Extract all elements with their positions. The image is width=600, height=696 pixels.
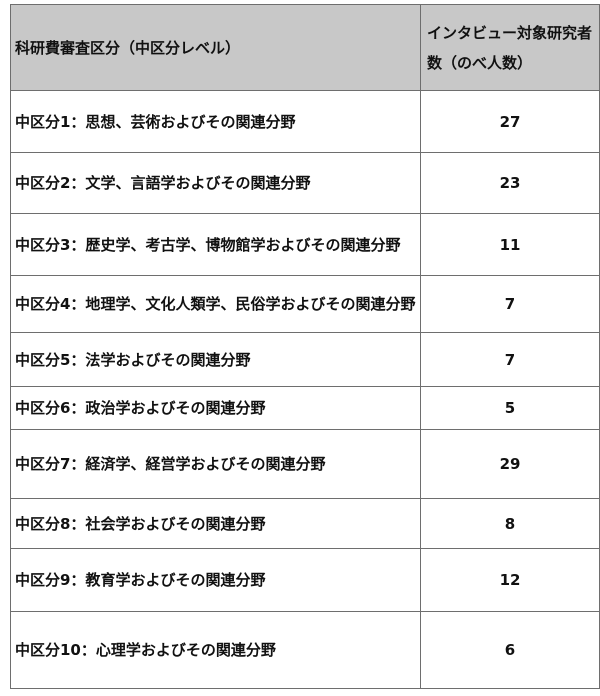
count-cell: 5 — [420, 386, 600, 430]
category-cell: 中区分5：法学およびその関連分野 — [10, 332, 421, 387]
table-row: 中区分10：心理学およびその関連分野 6 — [10, 611, 600, 689]
category-cell: 中区分10：心理学およびその関連分野 — [10, 611, 421, 689]
count-cell: 8 — [420, 498, 600, 549]
table-row: 中区分4：地理学、文化人類学、民俗学およびその関連分野 7 — [10, 275, 600, 333]
category-cell: 中区分8：社会学およびその関連分野 — [10, 498, 421, 549]
category-cell: 中区分1：思想、芸術およびその関連分野 — [10, 90, 421, 153]
count-cell: 27 — [420, 90, 600, 153]
category-cell: 中区分7：経済学、経営学およびその関連分野 — [10, 429, 421, 499]
count-cell: 6 — [420, 611, 600, 689]
count-cell: 7 — [420, 332, 600, 387]
count-cell: 23 — [420, 152, 600, 214]
category-cell: 中区分9：教育学およびその関連分野 — [10, 548, 421, 612]
table-row: 中区分2：文学、言語学およびその関連分野 23 — [10, 152, 600, 214]
table-header-row: 科研費審査区分（中区分レベル） インタビュー対象研究者数（のべ人数） — [10, 4, 600, 91]
table-row: 中区分9：教育学およびその関連分野 12 — [10, 548, 600, 612]
interview-count-table: 科研費審査区分（中区分レベル） インタビュー対象研究者数（のべ人数） 中区分1：… — [10, 4, 600, 689]
table-row: 中区分5：法学およびその関連分野 7 — [10, 332, 600, 387]
table-row: 中区分6：政治学およびその関連分野 5 — [10, 386, 600, 430]
count-cell: 12 — [420, 548, 600, 612]
category-cell: 中区分6：政治学およびその関連分野 — [10, 386, 421, 430]
table-row: 中区分1：思想、芸術およびその関連分野 27 — [10, 90, 600, 153]
header-count: インタビュー対象研究者数（のべ人数） — [420, 4, 600, 91]
count-cell: 29 — [420, 429, 600, 499]
category-cell: 中区分2：文学、言語学およびその関連分野 — [10, 152, 421, 214]
table-row: 中区分7：経済学、経営学およびその関連分野 29 — [10, 429, 600, 499]
table-row: 中区分3：歴史学、考古学、博物館学およびその関連分野 11 — [10, 213, 600, 276]
category-cell: 中区分4：地理学、文化人類学、民俗学およびその関連分野 — [10, 275, 421, 333]
category-cell: 中区分3：歴史学、考古学、博物館学およびその関連分野 — [10, 213, 421, 276]
table-row: 中区分8：社会学およびその関連分野 8 — [10, 498, 600, 549]
header-category: 科研費審査区分（中区分レベル） — [10, 4, 421, 91]
count-cell: 11 — [420, 213, 600, 276]
count-cell: 7 — [420, 275, 600, 333]
